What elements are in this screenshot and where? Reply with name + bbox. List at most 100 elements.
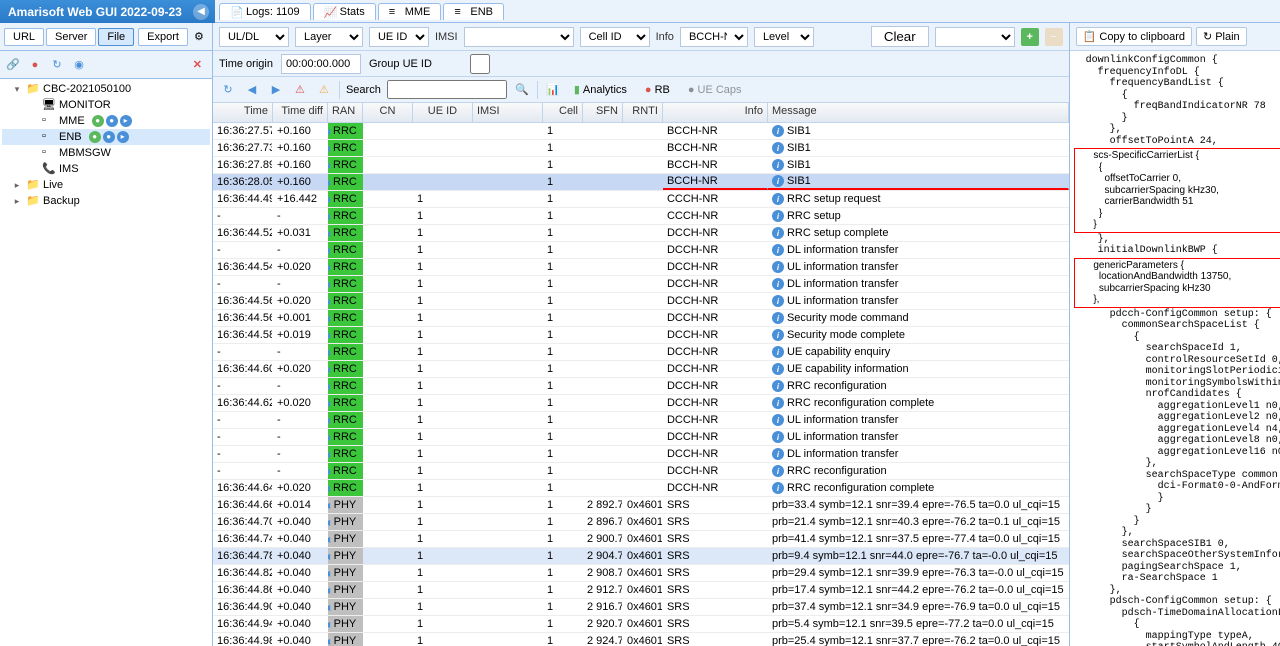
tree-node-monitor[interactable]: 🖥MONITOR (2, 97, 210, 113)
tree-node-cbc-2021050100[interactable]: ▾📁CBC-2021050100 (2, 81, 210, 97)
info-select[interactable]: BCCH-NR.. (680, 27, 748, 47)
tab-logs[interactable]: 📄Logs: 1109 (219, 3, 311, 20)
stop-icon[interactable]: ● (26, 56, 44, 74)
clear-button[interactable]: Clear (871, 26, 929, 47)
column-sfn[interactable]: SFN (583, 103, 623, 122)
log-row[interactable]: --◀RRC11DCCH-NRiRRC reconfiguration (213, 463, 1069, 480)
analytics-button[interactable]: ▮Analytics (568, 81, 633, 98)
log-row[interactable]: 16:36:44.660+0.014◀PHY112 892.70x4601SRS… (213, 497, 1069, 514)
rb-button[interactable]: ●RB (639, 82, 676, 98)
column-rnti[interactable]: RNTI (623, 103, 663, 122)
log-row[interactable]: 16:36:44.546+0.020◀RRC11DCCH-NRiUL infor… (213, 259, 1069, 276)
url-button[interactable]: URL (4, 28, 44, 46)
link-icon[interactable]: 🔗 (4, 56, 22, 74)
log-row[interactable]: 16:36:27.893+0.160◀RRC1BCCH-NRiSIB1 (213, 157, 1069, 174)
log-row[interactable]: 16:36:44.700+0.040◀PHY112 896.70x4601SRS… (213, 514, 1069, 531)
tree-toggle-icon[interactable]: ▸ (11, 180, 23, 191)
log-row[interactable]: 16:36:44.626+0.020◀RRC11DCCH-NRiRRC reco… (213, 395, 1069, 412)
group-ue-checkbox[interactable] (440, 54, 520, 74)
tab-stats[interactable]: 📈Stats (313, 3, 376, 20)
imsi-select[interactable] (464, 27, 574, 47)
warn-icon[interactable]: ⚠ (315, 81, 333, 99)
tree-node-backup[interactable]: ▸📁Backup (2, 193, 210, 209)
settings-icon[interactable]: ⚙ (190, 28, 208, 46)
log-row[interactable]: --◀RRC11CCCH-NRiRRC setup (213, 208, 1069, 225)
tree-node-enb[interactable]: ▫ENB●●▸ (2, 129, 210, 145)
log-row[interactable]: 16:36:44.567+0.001◀RRC11DCCH-NRiSecurity… (213, 310, 1069, 327)
log-row[interactable]: 16:36:44.820+0.040◀PHY112 908.70x4601SRS… (213, 565, 1069, 582)
log-row[interactable]: 16:36:44.980+0.040◀PHY112 924.70x4601SRS… (213, 633, 1069, 646)
clear-combo[interactable] (935, 27, 1015, 47)
green-action-icon[interactable]: ● (92, 115, 104, 127)
uldl-select[interactable]: UL/DL (219, 27, 289, 47)
remove-filter-icon[interactable]: − (1045, 28, 1063, 46)
column-cn[interactable]: CN (363, 103, 413, 122)
tree-node-mme[interactable]: ▫MME●●▸ (2, 113, 210, 129)
server-button[interactable]: Server (46, 28, 96, 46)
log-row[interactable]: 16:36:44.780+0.040◀PHY112 904.70x4601SRS… (213, 548, 1069, 565)
prev-icon[interactable]: ◀ (243, 81, 261, 99)
column-ran[interactable]: RAN (328, 103, 363, 122)
log-row[interactable]: 16:36:27.573+0.160◀RRC1BCCH-NRiSIB1 (213, 123, 1069, 140)
uecaps-button[interactable]: ●UE Caps (682, 82, 748, 98)
log-row[interactable]: 16:36:27.733+0.160◀RRC1BCCH-NRiSIB1 (213, 140, 1069, 157)
tree-node-ims[interactable]: 📞IMS (2, 161, 210, 177)
next-icon[interactable]: ▶ (267, 81, 285, 99)
log-row[interactable]: 16:36:44.900+0.040◀PHY112 916.70x4601SRS… (213, 599, 1069, 616)
log-row[interactable]: --◀RRC11DCCH-NRiRRC reconfiguration (213, 378, 1069, 395)
ueid-select[interactable]: UE ID (369, 27, 429, 47)
log-row[interactable]: --◀RRC11DCCH-NRiDL information transfer (213, 276, 1069, 293)
column-time[interactable]: Time (213, 103, 273, 122)
error-icon[interactable]: ⚠ (291, 81, 309, 99)
cellid-select[interactable]: Cell ID (580, 27, 650, 47)
column-time-diff[interactable]: Time diff (273, 103, 328, 122)
log-row[interactable]: 16:36:44.586+0.019◀RRC11DCCH-NRiSecurity… (213, 327, 1069, 344)
log-row[interactable]: 16:36:28.053+0.160◀RRC1BCCH-NRiSIB1 (213, 174, 1069, 191)
column-cell[interactable]: Cell (543, 103, 583, 122)
log-row[interactable]: --◀RRC11DCCH-NRiDL information transfer (213, 446, 1069, 463)
log-row[interactable]: 16:36:44.860+0.040◀PHY112 912.70x4601SRS… (213, 582, 1069, 599)
play-action-icon[interactable]: ▸ (120, 115, 132, 127)
copy-button[interactable]: 📋Copy to clipboard (1076, 27, 1192, 46)
log-row[interactable]: 16:36:44.940+0.040◀PHY112 920.70x4601SRS… (213, 616, 1069, 633)
reload-icon[interactable]: ↻ (219, 81, 237, 99)
tab-enb[interactable]: ≡ENB (443, 3, 504, 20)
close-icon[interactable]: ✕ (187, 58, 208, 71)
log-row[interactable]: 16:36:44.740+0.040◀PHY112 900.70x4601SRS… (213, 531, 1069, 548)
play-action-icon[interactable]: ▸ (117, 131, 129, 143)
log-row[interactable]: --◀RRC11DCCH-NRiUE capability enquiry (213, 344, 1069, 361)
layer-select[interactable]: Layer (295, 27, 363, 47)
time-origin-input[interactable] (281, 54, 361, 74)
collapse-sidebar-icon[interactable]: ◀ (193, 4, 209, 20)
log-row[interactable]: --◀RRC11DCCH-NRiUL information transfer (213, 429, 1069, 446)
globe-icon[interactable]: ◉ (70, 56, 88, 74)
tree-node-live[interactable]: ▸📁Live (2, 177, 210, 193)
chart-icon[interactable]: 📊 (544, 81, 562, 99)
log-row[interactable]: --◀RRC11DCCH-NRiUL information transfer (213, 412, 1069, 429)
column-message[interactable]: Message (768, 103, 1069, 122)
log-row[interactable]: 16:36:44.566+0.020◀RRC11DCCH-NRiUL infor… (213, 293, 1069, 310)
column-imsi[interactable]: IMSI (473, 103, 543, 122)
log-row[interactable]: 16:36:44.526+0.031◀RRC11DCCH-NRiRRC setu… (213, 225, 1069, 242)
refresh-icon[interactable]: ↻ (48, 56, 66, 74)
log-row[interactable]: --◀RRC11DCCH-NRiDL information transfer (213, 242, 1069, 259)
add-filter-icon[interactable]: + (1021, 28, 1039, 46)
log-row[interactable]: 16:36:44.495+16.442◀RRC11CCCH-NRiRRC set… (213, 191, 1069, 208)
column-info[interactable]: Info (663, 103, 768, 122)
column-ue-id[interactable]: UE ID (413, 103, 473, 122)
tree-toggle-icon[interactable]: ▾ (11, 84, 23, 95)
plain-button[interactable]: ↻Plain (1196, 27, 1247, 46)
level-select[interactable]: Level (754, 27, 814, 47)
export-button[interactable]: Export (138, 28, 188, 46)
search-input[interactable] (387, 80, 507, 99)
file-button[interactable]: File (98, 28, 134, 46)
blue-action-icon[interactable]: ● (103, 131, 115, 143)
tree-node-mbmsgw[interactable]: ▫MBMSGW (2, 145, 210, 161)
blue-action-icon[interactable]: ● (106, 115, 118, 127)
green-action-icon[interactable]: ● (89, 131, 101, 143)
search-icon[interactable]: 🔍 (513, 81, 531, 99)
log-row[interactable]: 16:36:44.646+0.020◀RRC11DCCH-NRiRRC reco… (213, 480, 1069, 497)
tree-toggle-icon[interactable]: ▸ (11, 196, 23, 207)
log-row[interactable]: 16:36:44.606+0.020◀RRC11DCCH-NRiUE capab… (213, 361, 1069, 378)
tab-mme[interactable]: ≡MME (378, 3, 442, 20)
